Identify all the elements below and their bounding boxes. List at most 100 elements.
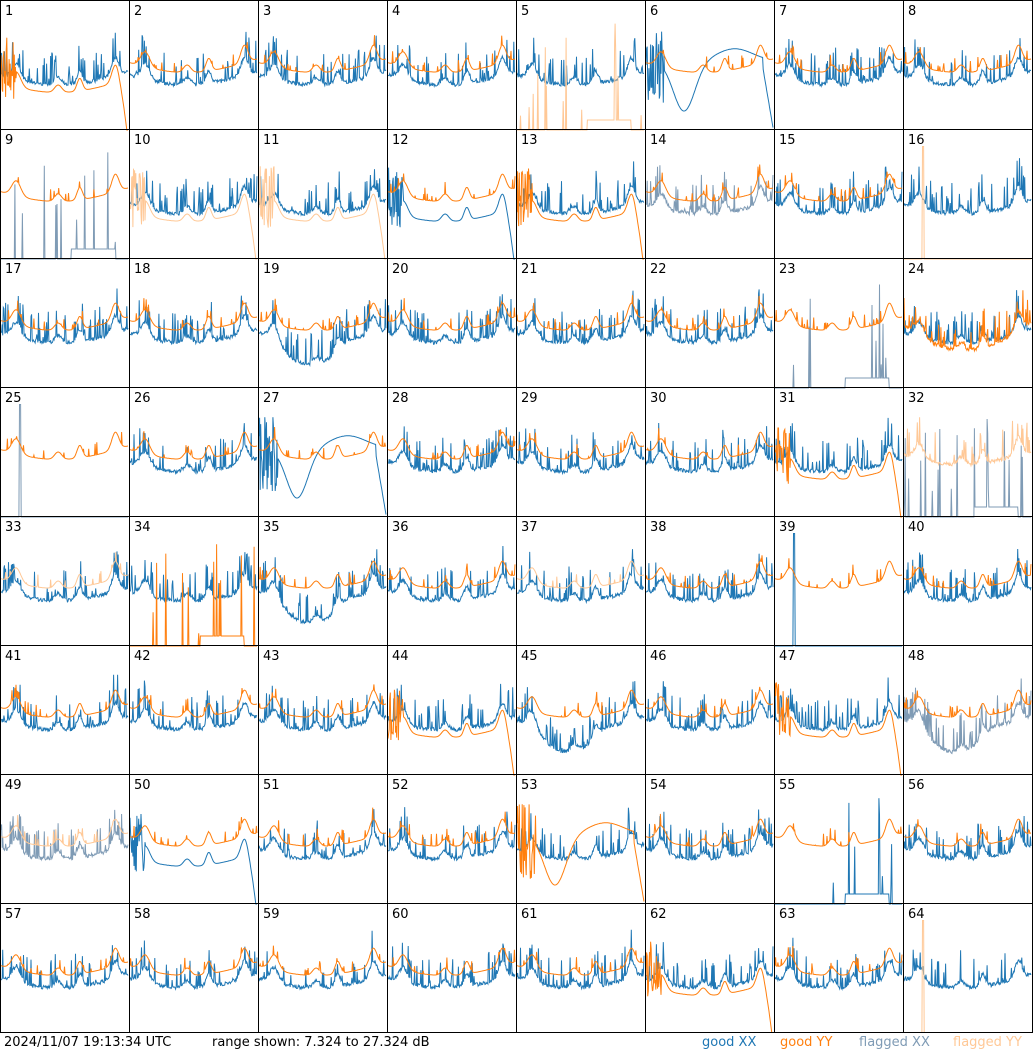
- panel-30: 30: [645, 391, 774, 474]
- panel-label-32: 32: [908, 391, 925, 406]
- series-good-xx-47: [774, 677, 903, 732]
- panel-2: 2: [129, 4, 258, 88]
- series-good-yy-61: [516, 947, 645, 976]
- series-flagged-xx-48: [903, 678, 1032, 755]
- panel-label-10: 10: [134, 133, 151, 148]
- legend-good-yy: good YY: [780, 1035, 833, 1050]
- panel-36: 36: [387, 520, 516, 603]
- series-good-xx-18: [130, 295, 258, 346]
- series-good-xx-64: [903, 949, 1032, 991]
- series-good-xx-38: [645, 553, 774, 604]
- panel-33: 33: [0, 520, 129, 603]
- panel-43: 43: [258, 649, 387, 732]
- series-good-xx-59: [258, 930, 387, 991]
- panel-58: 58: [129, 907, 258, 991]
- series-good-xx-56: [903, 815, 1032, 862]
- panel-label-58: 58: [134, 907, 151, 922]
- panel-label-4: 4: [392, 4, 400, 19]
- legend-flagged-xx: flagged XX: [859, 1035, 930, 1050]
- series-good-xx-53: [516, 807, 645, 862]
- panel-label-28: 28: [392, 391, 409, 406]
- panel-label-64: 64: [908, 907, 925, 922]
- series-good-yy-38: [645, 555, 774, 589]
- panel-49: 49: [0, 778, 129, 862]
- series-good-yy-19: [258, 298, 387, 331]
- series-flagged-xx-49: [0, 809, 129, 862]
- panel-38: 38: [645, 520, 774, 604]
- series-flagged-xx-14: [645, 165, 774, 217]
- panel-12: 12: [387, 133, 516, 260]
- series-good-yy-8: [903, 44, 1032, 73]
- panel-label-22: 22: [650, 262, 667, 277]
- panel-14: 14: [645, 133, 774, 217]
- series-good-xx-63: [774, 937, 903, 991]
- series-good-yy-48: [903, 689, 1032, 718]
- series-flagged-yy-33: [0, 552, 129, 589]
- panel-label-49: 49: [5, 778, 22, 793]
- panel-label-33: 33: [5, 520, 22, 535]
- panel-59: 59: [258, 907, 387, 991]
- panel-56: 56: [903, 778, 1032, 862]
- series-good-yy-46: [645, 686, 774, 718]
- timestamp: 2024/11/07 19:13:34 UTC: [4, 1035, 172, 1050]
- series-good-yy-57: [0, 947, 129, 976]
- panel-10: 10: [129, 133, 258, 260]
- series-good-xx-5: [516, 37, 645, 87]
- panel-42: 42: [129, 649, 258, 732]
- panel-label-25: 25: [5, 391, 22, 406]
- panel-18: 18: [129, 262, 258, 346]
- series-good-xx-46: [645, 681, 774, 733]
- series-good-xx-40: [903, 548, 1032, 604]
- panel-label-50: 50: [134, 778, 151, 793]
- series-good-yy-6: [645, 44, 774, 73]
- panel-label-37: 37: [521, 520, 538, 535]
- panel-53: 53: [516, 778, 645, 902]
- series-good-yy-58: [129, 947, 258, 976]
- panel-label-2: 2: [134, 4, 142, 19]
- panel-label-6: 6: [650, 4, 658, 19]
- series-good-xx-10: [129, 170, 258, 217]
- panel-13: 13: [516, 133, 645, 260]
- series-good-yy-41: [0, 684, 129, 718]
- panel-29: 29: [516, 391, 645, 476]
- series-good-xx-29: [516, 428, 645, 476]
- series-good-yy-44: [387, 689, 515, 776]
- series-good-yy-34: [130, 544, 257, 647]
- panel-37: 37: [516, 520, 645, 605]
- series-good-yy-29: [516, 431, 645, 460]
- panel-17: 17: [0, 262, 129, 345]
- panel-label-29: 29: [521, 391, 538, 406]
- panel-24: 24: [903, 262, 1032, 353]
- series-good-yy-56: [903, 818, 1032, 847]
- panel-label-20: 20: [392, 262, 409, 277]
- series-good-xx-1: [0, 32, 129, 87]
- series-flagged-yy-49: [0, 815, 129, 847]
- panel-label-26: 26: [134, 391, 151, 406]
- series-good-yy-26: [129, 431, 258, 460]
- series-good-yy-31: [774, 427, 902, 518]
- panel-57: 57: [0, 907, 129, 991]
- series-good-yy-52: [387, 811, 516, 847]
- series-good-yy-43: [258, 684, 387, 718]
- series-good-yy-15: [774, 171, 903, 202]
- legend-flagged-yy: flagged YY: [953, 1035, 1022, 1050]
- panel-20: 20: [387, 262, 516, 345]
- series-good-yy-42: [129, 688, 258, 718]
- series-good-yy-9: [0, 173, 129, 202]
- panel-64: 64: [903, 907, 1032, 1033]
- series-good-xx-8: [903, 38, 1032, 88]
- panel-46: 46: [645, 649, 774, 733]
- series-good-yy-28: [387, 429, 516, 460]
- series-good-yy-59: [258, 945, 387, 976]
- series-good-xx-22: [645, 289, 774, 346]
- panel-label-43: 43: [263, 649, 280, 664]
- series-good-xx-45: [516, 681, 645, 754]
- series-good-yy-22: [645, 295, 774, 331]
- series-good-xx-24: [903, 290, 1032, 347]
- panel-label-57: 57: [5, 907, 22, 922]
- panel-26: 26: [129, 391, 258, 476]
- panel-label-35: 35: [263, 520, 280, 535]
- panel-label-36: 36: [392, 520, 409, 535]
- panel-27: 27: [258, 391, 387, 515]
